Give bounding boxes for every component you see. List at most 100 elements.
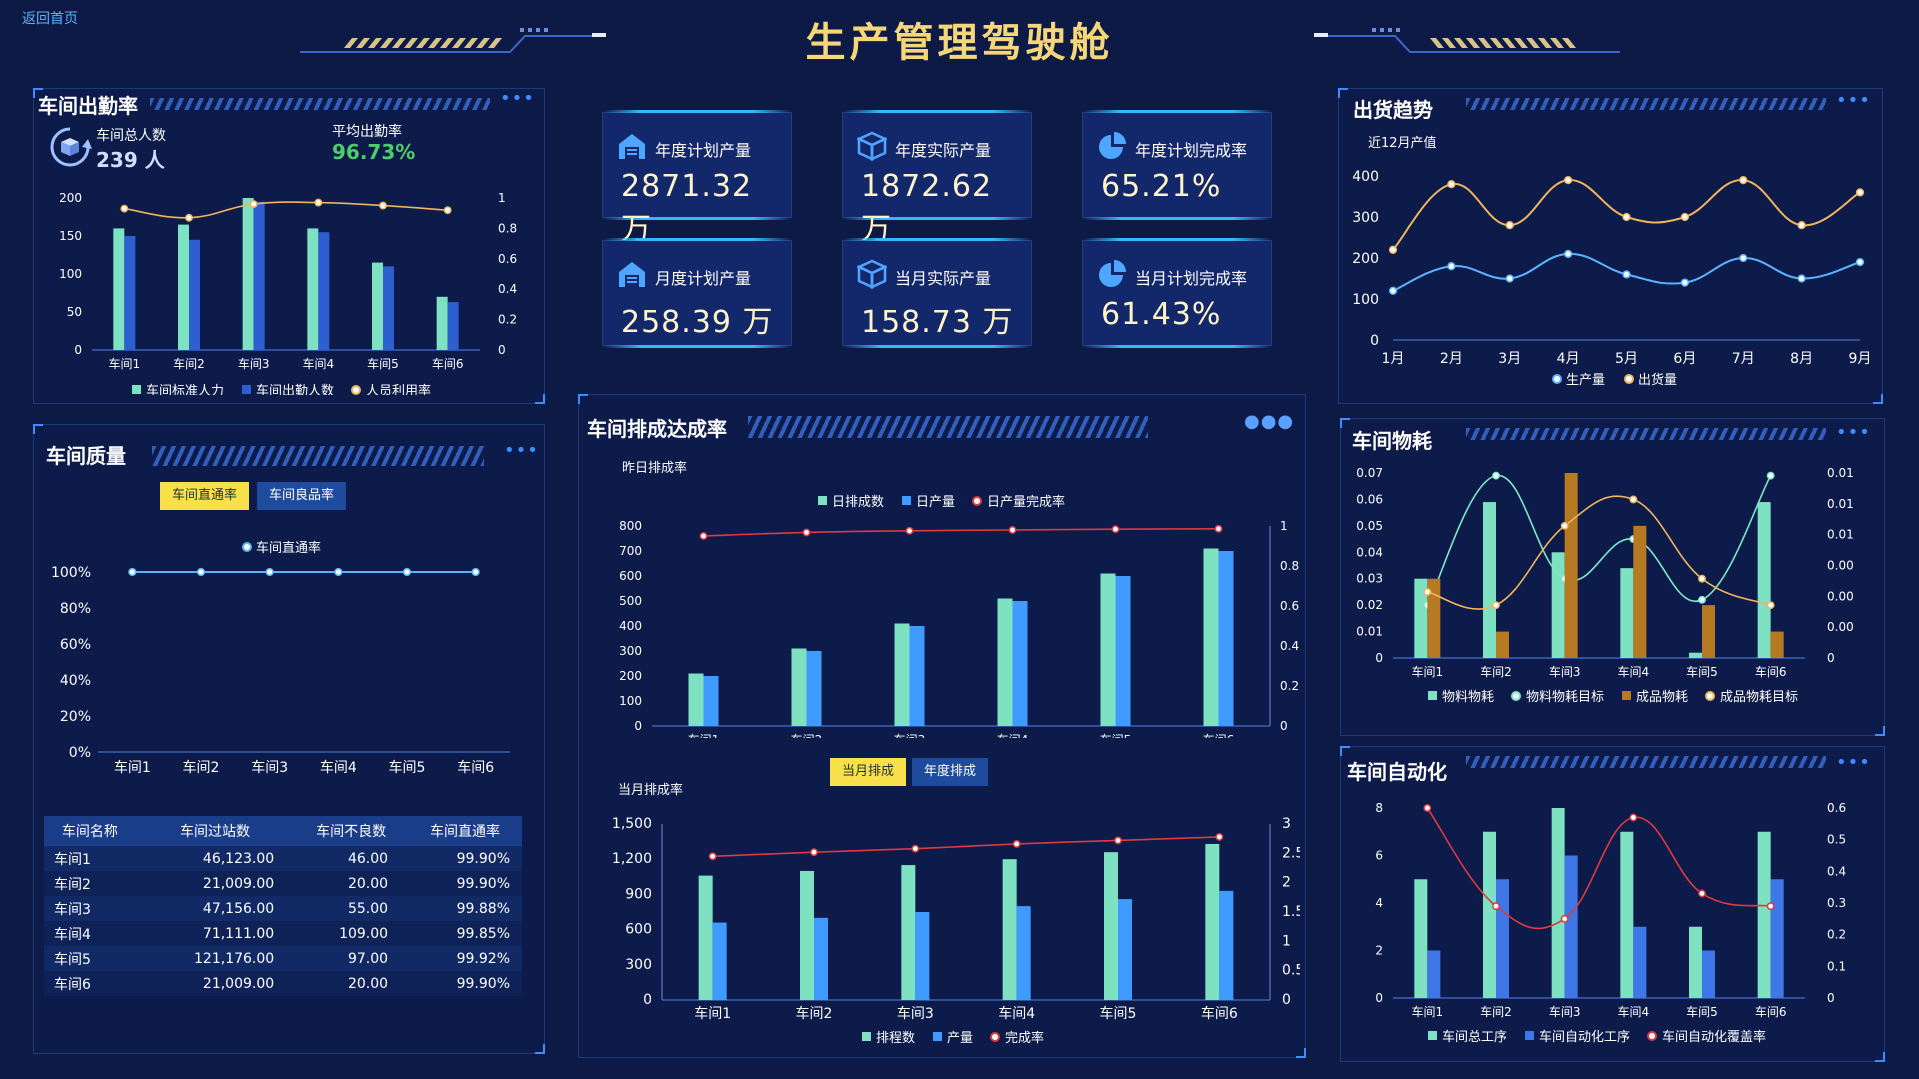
data-point — [1215, 832, 1224, 841]
legend-label: 车间标准人力 — [146, 383, 224, 395]
data-point — [1563, 175, 1573, 185]
data-point — [1008, 526, 1017, 534]
legend-label: 人员利用率 — [366, 383, 431, 395]
header-decoration — [300, 28, 1620, 53]
y-tick-label: 100 — [1352, 292, 1379, 308]
more-icon[interactable]: ●●● — [1244, 411, 1295, 432]
table-cell: 99.85% — [408, 921, 522, 946]
kpi-card: 年度计划产量 2871.32 万 — [602, 110, 792, 247]
bar — [800, 870, 814, 1000]
data-point — [1739, 253, 1748, 263]
kpi-card: 当月计划完成率 61.43% — [1082, 238, 1272, 348]
title-stripes — [1466, 756, 1826, 768]
y-tick-label: 1,200 — [612, 851, 652, 867]
bar — [113, 228, 125, 350]
y-tick-label: 100% — [51, 565, 91, 581]
more-icon[interactable]: ••• — [1836, 422, 1871, 443]
data-point — [1680, 212, 1690, 222]
avg-attendance-value: 96.73% — [332, 140, 416, 164]
x-tick-label: 3月 — [1498, 351, 1521, 367]
warehouse-icon — [619, 262, 645, 287]
title-stripes — [1466, 98, 1826, 110]
bar — [1218, 551, 1234, 726]
kpi-card: 月度计划产量 258.39 万 — [602, 238, 792, 348]
x-tick-label: 车间2 — [1480, 664, 1512, 679]
y-tick-label: 400 — [1352, 169, 1379, 185]
x-tick-label: 9月 — [1849, 351, 1872, 367]
chart-title: 近12月产值 — [1368, 135, 1437, 151]
data-point — [1560, 914, 1569, 923]
x-tick-label: 车间3 — [897, 1005, 934, 1022]
legend-label: 日排成数 — [832, 495, 884, 510]
legend-swatch — [351, 385, 361, 395]
bar — [1620, 831, 1634, 998]
y-tick-label: 6 — [1375, 849, 1383, 863]
data-point — [810, 848, 818, 857]
bar — [1016, 906, 1031, 1000]
table-cell: 109.00 — [294, 921, 409, 946]
data-point — [1492, 471, 1500, 480]
quality-table: 车间名称 车间过站数 车间不良数 车间直通率 车间1 46,123.00 46.00… — [44, 816, 522, 996]
table-cell: 46,123.00 — [135, 846, 295, 871]
y-tick-label: 150 — [59, 229, 82, 243]
y-tick-label: 600 — [619, 569, 642, 583]
more-icon[interactable]: ••• — [1836, 90, 1871, 111]
x-tick-label: 5月 — [1615, 351, 1638, 367]
bar — [178, 224, 189, 350]
more-icon[interactable]: ••• — [504, 440, 539, 461]
bar — [1496, 631, 1509, 658]
tab-yearly-schedule[interactable]: 年度排成 — [912, 758, 989, 786]
y-tick-label: 700 — [619, 544, 642, 558]
bar — [1633, 926, 1647, 998]
table-cell: 20.00 — [294, 871, 409, 896]
tab-monthly-schedule[interactable]: 当月排成 — [830, 758, 907, 786]
legend-swatch — [1511, 691, 1521, 701]
series-line — [1426, 807, 1771, 930]
x-tick-label: 车间5 — [1686, 664, 1718, 679]
col-header: 车间不良数 — [294, 816, 409, 846]
bar — [894, 623, 910, 726]
x-tick-label: 车间3 — [894, 732, 926, 738]
bar — [253, 201, 265, 350]
y-tick-label: 0.03 — [1356, 572, 1383, 586]
y2-tick-label: 0.00 — [1827, 589, 1854, 603]
table-cell: 99.90% — [408, 971, 522, 996]
more-icon[interactable]: ••• — [1836, 752, 1871, 773]
x-tick-label: 车间4 — [303, 356, 335, 371]
table-row: 车间4 71,111.00 109.00 99.85% — [44, 921, 522, 946]
legend-swatch — [818, 496, 827, 505]
attendance-title: 车间出勤率 — [38, 94, 138, 118]
box-icon — [857, 131, 887, 161]
tab-yield-rate[interactable]: 车间良品率 — [257, 482, 347, 510]
table-cell: 55.00 — [294, 896, 409, 921]
data-point — [905, 526, 914, 535]
bar — [901, 865, 916, 1000]
kpi-card: 年度计划完成率 65.21% — [1082, 110, 1272, 220]
y2-tick-label: 0.4 — [1827, 864, 1846, 878]
y-tick-label: 100 — [59, 267, 82, 281]
y-tick-label: 200 — [1352, 251, 1379, 267]
table-cell: 车间1 — [44, 846, 136, 871]
kpi-value: 65.21% — [1101, 169, 1222, 204]
more-icon[interactable]: ••• — [500, 88, 535, 109]
x-tick-label: 车间3 — [251, 759, 288, 776]
x-tick-label: 车间6 — [1755, 664, 1787, 679]
tab-pass-rate[interactable]: 车间直通率 — [160, 482, 250, 510]
x-tick-label: 车间4 — [320, 759, 357, 776]
back-home-link[interactable]: 返回首页 — [22, 11, 78, 27]
bar — [1203, 548, 1219, 726]
table-cell: 车间5 — [44, 946, 136, 971]
y2-tick-label: 0 — [1282, 992, 1291, 1008]
table-row: 车间3 47,156.00 55.00 99.88% — [44, 896, 522, 921]
data-point — [1388, 245, 1398, 254]
chart-title: 昨日排成率 — [622, 460, 687, 476]
data-point — [1680, 278, 1690, 287]
shipping-panel — [1338, 88, 1883, 404]
series-line — [712, 836, 1220, 858]
data-point — [314, 198, 323, 207]
kpi-label: 月度计划产量 — [655, 269, 752, 288]
bar — [1118, 899, 1132, 1000]
y2-tick-label: 0.8 — [1280, 559, 1299, 573]
y-tick-label: 0.06 — [1356, 492, 1383, 506]
y-tick-label: 0 — [1375, 651, 1383, 665]
